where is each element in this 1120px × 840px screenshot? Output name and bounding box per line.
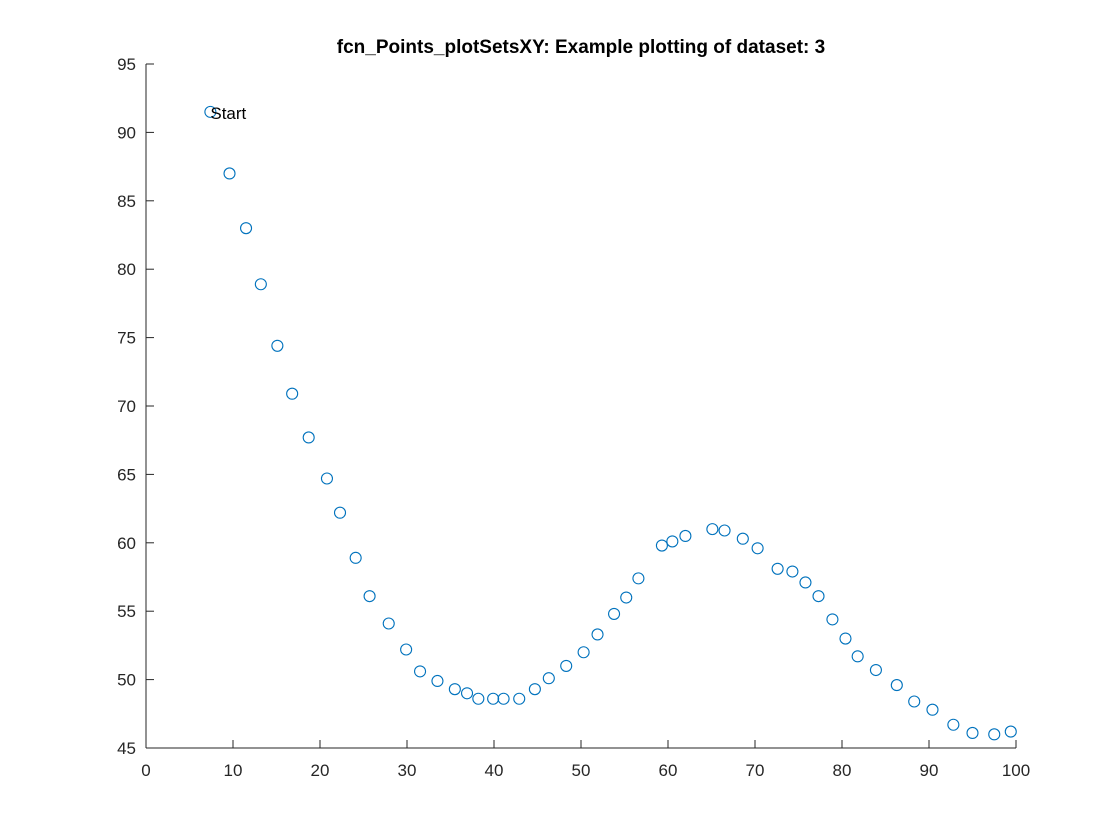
- x-ticks: 0 10 20 30 40 50 60 70 80 90 100: [141, 740, 1030, 780]
- data-point: [908, 695, 921, 708]
- data-point: [771, 562, 784, 575]
- start-annotation: Start: [210, 104, 246, 123]
- y-tick-label: 50: [117, 671, 136, 690]
- data-points: [204, 105, 1017, 741]
- data-point: [826, 613, 839, 626]
- data-point: [751, 542, 764, 555]
- data-point: [472, 692, 485, 705]
- axes: [145, 64, 1016, 749]
- data-point: [786, 565, 799, 578]
- x-tick-label: 100: [1002, 761, 1030, 780]
- data-point: [320, 472, 334, 485]
- y-tick-label: 55: [117, 602, 136, 621]
- data-point: [240, 222, 253, 235]
- data-point: [1004, 725, 1017, 738]
- y-tick-label: 75: [117, 329, 136, 348]
- data-point: [736, 532, 749, 545]
- data-point: [349, 551, 362, 564]
- data-point: [706, 523, 719, 536]
- data-point: [679, 529, 692, 543]
- data-point: [204, 105, 217, 118]
- data-point: [302, 431, 315, 444]
- data-point: [513, 692, 526, 705]
- data-point: [497, 692, 510, 705]
- data-point: [947, 718, 960, 731]
- data-point: [487, 692, 500, 705]
- data-point: [869, 663, 882, 677]
- y-tick-label: 90: [117, 123, 136, 142]
- data-point: [577, 646, 590, 659]
- y-tick-label: 70: [117, 397, 136, 416]
- data-point: [966, 726, 979, 740]
- data-point: [926, 703, 939, 716]
- data-point: [655, 539, 668, 552]
- y-tick-label: 95: [117, 55, 136, 74]
- annotations: Start: [210, 104, 246, 123]
- data-point: [608, 607, 621, 620]
- data-point: [460, 687, 474, 700]
- data-point: [382, 617, 395, 630]
- data-point: [223, 167, 236, 180]
- y-tick-label: 45: [117, 739, 136, 758]
- x-tick-label: 30: [398, 761, 417, 780]
- y-tick-label: 60: [117, 534, 136, 553]
- x-tick-label: 70: [746, 761, 765, 780]
- data-point: [718, 524, 731, 537]
- data-point: [448, 683, 461, 696]
- data-point: [620, 591, 633, 604]
- data-point: [890, 679, 903, 692]
- data-point: [799, 576, 812, 589]
- data-point: [363, 590, 376, 603]
- data-point: [542, 672, 555, 685]
- data-point: [254, 278, 267, 291]
- data-point: [400, 643, 413, 656]
- data-point: [413, 665, 427, 678]
- x-tick-label: 40: [485, 761, 504, 780]
- data-point: [271, 339, 284, 352]
- data-point: [591, 628, 604, 641]
- y-tick-label: 85: [117, 192, 136, 211]
- data-point: [560, 659, 573, 672]
- x-tick-label: 10: [224, 761, 243, 780]
- data-point: [286, 387, 299, 400]
- data-point: [431, 674, 444, 688]
- y-tick-label: 80: [117, 260, 136, 279]
- data-point: [632, 572, 645, 585]
- data-point: [988, 728, 1001, 741]
- chart-title: fcn_Points_plotSetsXY: Example plotting …: [337, 37, 825, 58]
- y-ticks: 45 50 55 60 65 70 75 80 85 90 95: [117, 55, 154, 758]
- data-point: [812, 590, 825, 603]
- x-tick-label: 50: [572, 761, 591, 780]
- x-tick-label: 90: [920, 761, 939, 780]
- x-tick-label: 20: [311, 761, 330, 780]
- x-tick-label: 80: [833, 761, 852, 780]
- x-tick-label: 0: [141, 761, 150, 780]
- data-point: [333, 506, 347, 519]
- data-point: [666, 535, 679, 548]
- x-tick-label: 60: [659, 761, 678, 780]
- data-point: [839, 632, 852, 645]
- data-point: [851, 650, 864, 663]
- y-tick-label: 65: [117, 465, 136, 484]
- data-point: [528, 683, 541, 696]
